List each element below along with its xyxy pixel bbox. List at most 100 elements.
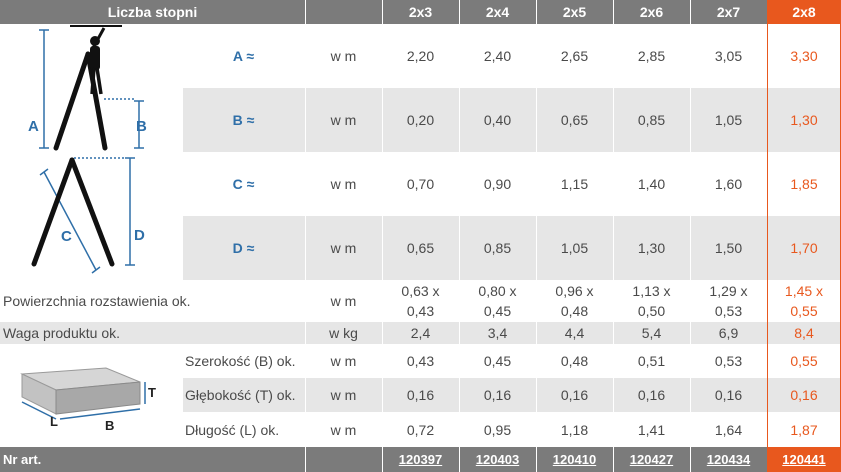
header-title: Liczba stopni [0, 0, 305, 24]
column-header-2x4: 2x4 [459, 0, 536, 24]
package-label: Długość (L) ok. [182, 412, 305, 447]
article-number-link[interactable]: 120427 [613, 447, 690, 472]
diagram-label-b: B [136, 118, 147, 135]
column-separator [305, 0, 306, 472]
value-cell: 0,72 [382, 412, 459, 447]
column-header-2x6: 2x6 [613, 0, 690, 24]
selected-column-border [767, 0, 768, 472]
footprint-value-bottom: 0,48 [560, 303, 589, 319]
weight-value-cell: 2,4 [382, 322, 459, 344]
value-cell: 0,90 [459, 152, 536, 216]
value-cell: 0,40 [459, 88, 536, 152]
weight-value-cell: 3,4 [459, 322, 536, 344]
article-number-link[interactable]: 120403 [459, 447, 536, 472]
value-cell: 0,55 [767, 344, 841, 378]
unit-cell: w kg [305, 322, 382, 344]
value-cell: 0,16 [459, 378, 536, 412]
column-separator [182, 344, 183, 447]
value-cell: 1,18 [536, 412, 613, 447]
footprint-value-top: 1,29 x [709, 283, 748, 299]
footprint-value-cell: 1,45 x 0,55 [767, 280, 841, 322]
column-header-2x8: 2x8 [767, 0, 841, 24]
package-label-t: T [148, 385, 156, 400]
column-header-2x5: 2x5 [536, 0, 613, 24]
header-unit-spacer [305, 0, 382, 24]
value-cell: 3,05 [690, 24, 767, 88]
value-cell: 2,20 [382, 24, 459, 88]
column-separator [690, 0, 691, 472]
value-cell: 0,16 [382, 378, 459, 412]
unit-cell: w m [305, 24, 382, 88]
ladder-diagram: A B C D [0, 24, 182, 280]
column-separator [459, 0, 460, 472]
value-cell: 0,43 [382, 344, 459, 378]
footprint-value-top: 0,96 x [555, 283, 594, 299]
weight-value-cell: 5,4 [613, 322, 690, 344]
unit-cell: w m [305, 280, 382, 322]
footprint-value-cell: 0,96 x 0,48 [536, 280, 613, 322]
column-separator [536, 0, 537, 472]
value-cell: 1,85 [767, 152, 841, 216]
value-cell: 0,16 [690, 378, 767, 412]
package-label-l: L [50, 414, 58, 429]
value-cell: 3,30 [767, 24, 841, 88]
value-cell: 0,48 [536, 344, 613, 378]
article-number-link[interactable]: 120410 [536, 447, 613, 472]
dimension-label: C ≈ [182, 152, 305, 216]
value-cell: 1,64 [690, 412, 767, 447]
value-cell: 1,41 [613, 412, 690, 447]
footprint-value-bottom: 0,53 [714, 303, 743, 319]
article-number-link[interactable]: 120397 [382, 447, 459, 472]
value-cell: 0,53 [690, 344, 767, 378]
footprint-value-bottom: 0,55 [790, 303, 818, 319]
footprint-value-cell: 1,29 x 0,53 [690, 280, 767, 322]
value-cell: 2,65 [536, 24, 613, 88]
footer-unit-spacer [305, 447, 382, 472]
value-cell: 0,16 [536, 378, 613, 412]
diagram-label-d: D [134, 227, 145, 244]
weight-label: Waga produktu ok. [0, 322, 305, 344]
value-cell: 0,20 [382, 88, 459, 152]
column-separator [613, 0, 614, 472]
value-cell: 0,95 [459, 412, 536, 447]
footprint-value-top: 0,63 x [401, 283, 440, 299]
value-cell: 1,05 [690, 88, 767, 152]
column-separator [182, 24, 183, 280]
article-number-link[interactable]: 120441 [767, 447, 841, 472]
weight-value-cell: 6,9 [690, 322, 767, 344]
footer-label: Nr art. [0, 447, 305, 472]
weight-value-cell: 8,4 [767, 322, 841, 344]
value-cell: 0,16 [767, 378, 841, 412]
value-cell: 1,50 [690, 216, 767, 280]
unit-cell: w m [305, 152, 382, 216]
footprint-value-top: 1,45 x [784, 283, 824, 299]
footprint-value-bottom: 0,50 [637, 303, 666, 319]
dimension-label: D ≈ [182, 216, 305, 280]
unit-cell: w m [305, 344, 382, 378]
value-cell: 0,45 [459, 344, 536, 378]
dimension-label: B ≈ [182, 88, 305, 152]
footprint-value-bottom: 0,43 [406, 303, 435, 319]
footprint-value-top: 0,80 x [478, 283, 517, 299]
unit-cell: w m [305, 378, 382, 412]
value-cell: 2,85 [613, 24, 690, 88]
value-cell: 1,15 [536, 152, 613, 216]
weight-value-cell: 4,4 [536, 322, 613, 344]
value-cell: 0,85 [459, 216, 536, 280]
package-label: Głębokość (T) ok. [182, 378, 305, 412]
value-cell: 1,30 [613, 216, 690, 280]
footprint-value-cell: 0,80 x 0,45 [459, 280, 536, 322]
footprint-value-top: 1,13 x [632, 283, 671, 299]
article-number-link[interactable]: 120434 [690, 447, 767, 472]
value-cell: 0,85 [613, 88, 690, 152]
diagram-label-a: A [28, 118, 39, 135]
value-cell: 0,16 [613, 378, 690, 412]
value-cell: 0,70 [382, 152, 459, 216]
package-diagram: T L B [0, 344, 182, 447]
value-cell: 1,40 [613, 152, 690, 216]
dimension-label: A ≈ [182, 24, 305, 88]
value-cell: 0,51 [613, 344, 690, 378]
unit-cell: w m [305, 216, 382, 280]
package-label-b: B [105, 418, 114, 433]
value-cell: 0,65 [382, 216, 459, 280]
